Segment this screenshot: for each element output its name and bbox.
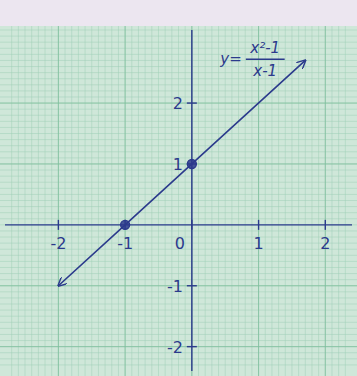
equation: x²-1 x-1 y= xyxy=(219,39,284,80)
grid-line xyxy=(125,26,126,376)
x-tick-label: 0 xyxy=(175,234,185,253)
x-tick-label: -2 xyxy=(50,234,66,253)
line xyxy=(58,60,305,285)
y-tick-label: 1 xyxy=(173,155,183,174)
x-axis xyxy=(5,224,352,225)
paper-edge xyxy=(0,0,357,26)
y-tick-label: 2 xyxy=(173,94,183,113)
equation-lhs: y= xyxy=(219,50,241,68)
x-tick-label: 1 xyxy=(253,234,263,253)
x-tick xyxy=(58,220,59,230)
plot-marks xyxy=(58,60,305,285)
x-tick xyxy=(325,220,326,230)
y-tick xyxy=(187,346,197,347)
x-tick-label: -1 xyxy=(117,234,133,253)
chart: -2 -1 0 1 2 -2 -1 1 2 x²-1 x-1 y= xyxy=(0,0,357,376)
grid-line xyxy=(58,26,59,376)
y-tick-label: -2 xyxy=(167,338,183,357)
graph-paper xyxy=(0,26,357,376)
minor-grid xyxy=(0,26,357,376)
x-tick xyxy=(258,220,259,230)
grid-line xyxy=(325,26,326,376)
x-tick xyxy=(191,220,192,230)
fraction-bar xyxy=(246,59,285,60)
denominator: x-1 xyxy=(252,62,277,80)
y-tick xyxy=(187,285,197,286)
point xyxy=(121,220,130,229)
y-axis xyxy=(191,30,192,371)
grid-line xyxy=(191,26,192,376)
y-tick xyxy=(187,102,197,103)
point xyxy=(187,159,196,168)
numerator: x²-1 xyxy=(249,39,280,57)
x-tick-label: 2 xyxy=(320,234,330,253)
y-tick-label: -1 xyxy=(167,277,183,296)
